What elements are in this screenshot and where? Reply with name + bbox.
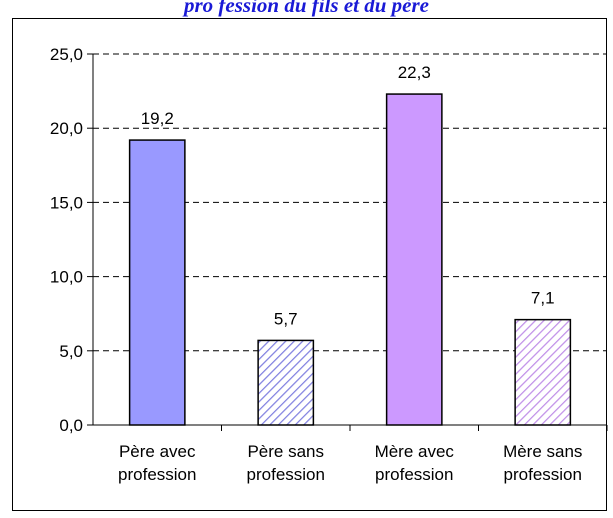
bar xyxy=(385,93,443,426)
data-label: 7,1 xyxy=(531,289,555,308)
chart-frame: 0,0 5,0 10,0 15,0 20,0 25,0 19,2 Père avec profe… xyxy=(12,18,608,511)
bar xyxy=(514,318,572,426)
y-tick-label: 20,0 xyxy=(50,119,83,138)
bar xyxy=(128,139,186,426)
bars xyxy=(128,93,572,426)
category-label: Mère avec xyxy=(375,442,455,461)
chart-title: pro fession du fils et du père xyxy=(183,0,429,17)
data-label: 19,2 xyxy=(141,109,174,128)
data-label: 5,7 xyxy=(274,309,298,328)
category-label: profession xyxy=(375,465,453,484)
y-tick-label: 5,0 xyxy=(59,342,83,361)
bar-chart: 0,0 5,0 10,0 15,0 20,0 25,0 19,2 Père avec profe… xyxy=(50,45,608,484)
category-label: Mère sans xyxy=(503,442,582,461)
category-label: Père avec xyxy=(119,442,196,461)
data-label: 22,3 xyxy=(398,63,431,82)
category-label: profession xyxy=(504,465,582,484)
y-tick-label: 0,0 xyxy=(59,416,83,435)
labels: 0,0 5,0 10,0 15,0 20,0 25,0 19,2 Père avec profe… xyxy=(50,45,583,484)
category-label: profession xyxy=(247,465,325,484)
category-label: profession xyxy=(118,465,196,484)
y-tick-label: 25,0 xyxy=(50,45,83,64)
y-tick-label: 15,0 xyxy=(50,193,83,212)
bar xyxy=(257,339,315,426)
y-tick-label: 10,0 xyxy=(50,268,83,287)
category-label: Père sans xyxy=(247,442,324,461)
